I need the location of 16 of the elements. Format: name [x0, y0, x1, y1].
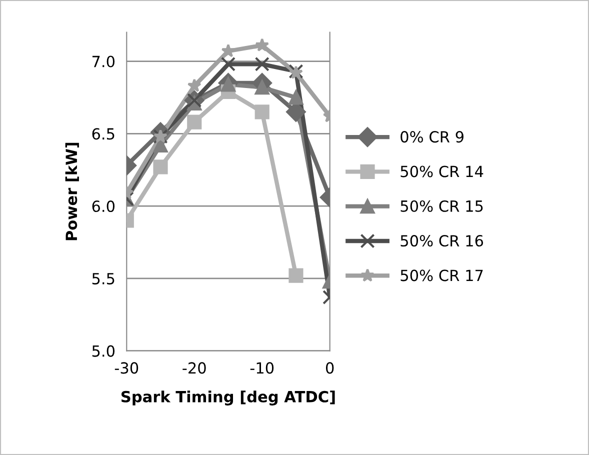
x-axis-title: Spark Timing [deg ATDC] [121, 390, 335, 406]
x-tick-label: 0 [326, 362, 334, 374]
legend-label: 50% CR 14 [400, 166, 484, 178]
y-tick-label: 5.0 [92, 345, 115, 357]
y-axis-title: Power [kW] [65, 142, 79, 240]
x-tick-label: -20 [182, 362, 206, 374]
y-tick-label: 6.5 [92, 128, 114, 140]
x-tick-label: -30 [114, 362, 138, 374]
y-tick-label: 7.0 [92, 56, 115, 68]
legend-label: 0% CR 9 [400, 131, 464, 143]
legend-label: 50% CR 16 [400, 235, 484, 247]
legend-label: 50% CR 15 [400, 200, 483, 212]
x-tick-label: -10 [250, 362, 274, 374]
y-tick-label: 5.5 [92, 273, 114, 284]
y-tick-label: 6.0 [92, 200, 115, 212]
legend-label: 50% CR 17 [400, 270, 483, 282]
